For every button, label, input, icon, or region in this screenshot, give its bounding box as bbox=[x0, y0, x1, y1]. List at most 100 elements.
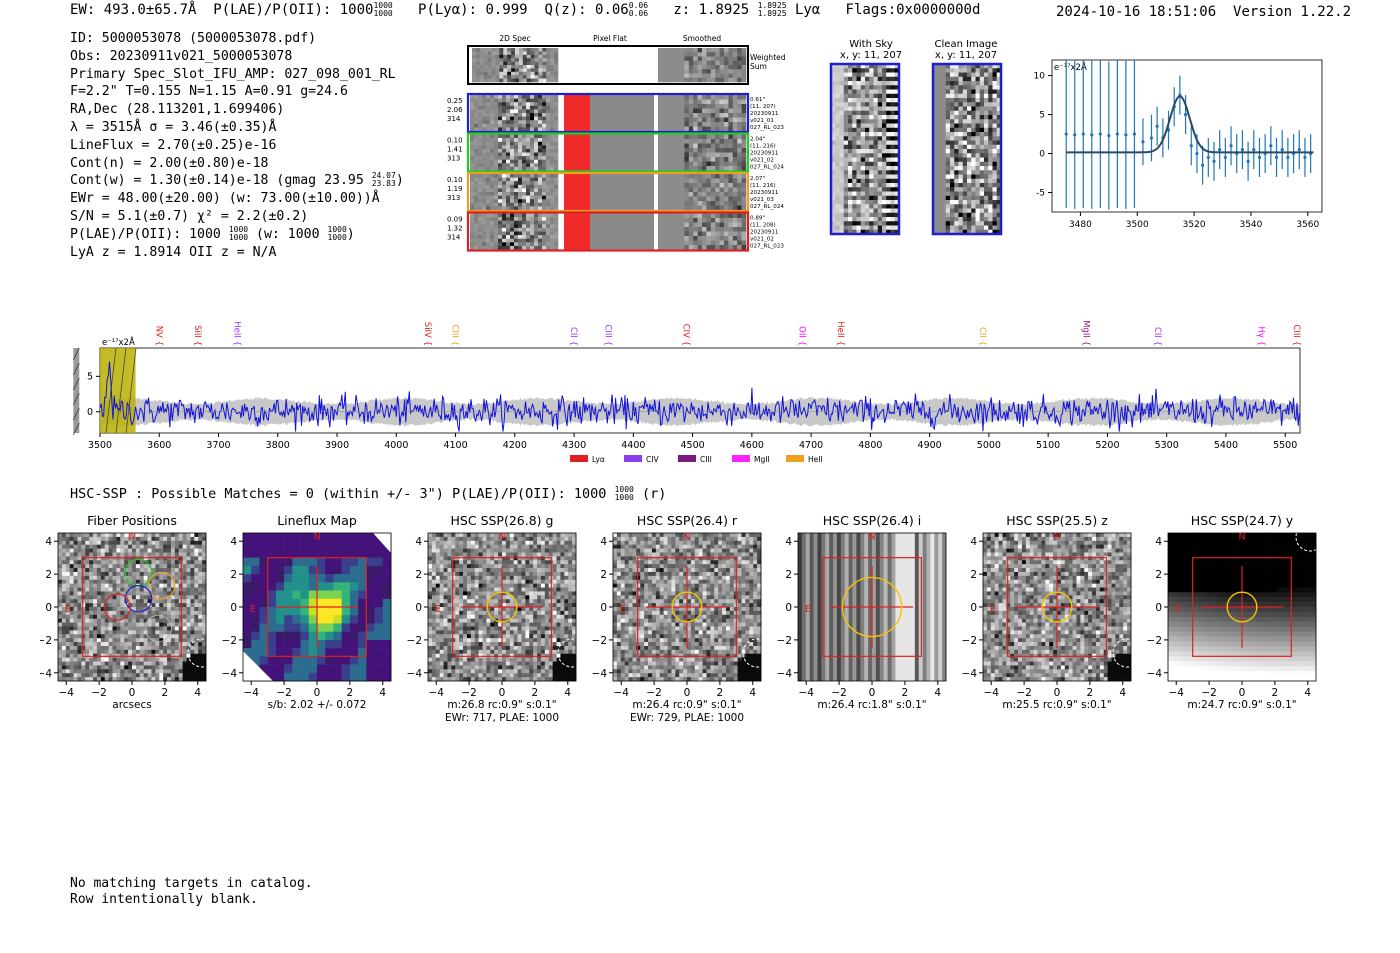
pixel bbox=[151, 603, 156, 608]
pixel bbox=[852, 153, 857, 158]
pixel bbox=[506, 156, 511, 160]
pixel bbox=[506, 95, 511, 99]
pixel bbox=[835, 123, 840, 129]
pixel bbox=[470, 181, 475, 186]
pixel bbox=[554, 199, 559, 204]
pixel bbox=[69, 653, 74, 658]
pixel bbox=[979, 68, 985, 73]
pixel bbox=[112, 575, 117, 581]
pixel bbox=[542, 206, 547, 211]
pixel bbox=[697, 143, 703, 149]
pixel bbox=[202, 610, 207, 616]
pixel bbox=[971, 149, 976, 154]
pixel bbox=[155, 614, 160, 619]
pixel bbox=[546, 75, 551, 79]
pixel bbox=[526, 141, 531, 146]
pixel bbox=[147, 544, 152, 549]
pixel bbox=[860, 119, 866, 124]
pixel bbox=[971, 102, 976, 107]
pixel bbox=[120, 583, 125, 588]
flux-pixel bbox=[259, 549, 268, 558]
pixel bbox=[992, 204, 998, 209]
pixel bbox=[546, 227, 551, 232]
pixel bbox=[697, 152, 703, 158]
pixel bbox=[546, 58, 551, 62]
pixel bbox=[671, 126, 676, 132]
flux-pixel bbox=[251, 541, 260, 550]
pixel bbox=[526, 192, 531, 196]
pixel bbox=[194, 665, 199, 670]
pixel bbox=[697, 192, 703, 197]
pixel bbox=[984, 221, 989, 226]
pixel bbox=[530, 166, 535, 171]
pixel bbox=[719, 166, 725, 171]
pixel bbox=[151, 665, 156, 670]
pixel bbox=[873, 149, 879, 154]
pixel bbox=[979, 208, 985, 214]
pixel bbox=[680, 201, 685, 206]
pixel bbox=[510, 206, 515, 211]
pixel bbox=[688, 161, 694, 167]
pixel bbox=[135, 533, 141, 538]
pixel bbox=[65, 587, 70, 592]
pixel bbox=[503, 78, 508, 83]
pixel bbox=[502, 102, 507, 107]
pixel bbox=[478, 224, 483, 229]
pixel bbox=[666, 73, 672, 79]
pixel bbox=[132, 564, 137, 569]
info-plae: P(LAE)/P(OII): 1000 1000 1000 (w: 1000 10… bbox=[70, 224, 355, 242]
pixel bbox=[967, 191, 972, 197]
pixel bbox=[996, 123, 1002, 129]
pixel bbox=[688, 126, 694, 132]
pixel bbox=[120, 622, 125, 627]
pixel bbox=[526, 242, 531, 247]
pixel bbox=[159, 661, 164, 666]
pixel bbox=[132, 622, 137, 627]
pixel bbox=[873, 204, 879, 209]
pixel bbox=[182, 587, 187, 592]
pixel bbox=[662, 187, 668, 193]
pixel bbox=[979, 178, 985, 184]
pixel bbox=[202, 657, 207, 662]
pixel bbox=[984, 140, 989, 146]
pixel bbox=[954, 72, 959, 78]
pixel bbox=[202, 568, 207, 573]
pixel bbox=[135, 610, 141, 616]
pixel bbox=[139, 673, 144, 678]
pixel bbox=[835, 208, 840, 214]
pixel bbox=[662, 117, 668, 123]
pixel bbox=[737, 134, 742, 140]
pixel bbox=[710, 196, 716, 202]
pixel bbox=[190, 638, 195, 643]
pixel bbox=[100, 533, 106, 538]
pixel bbox=[526, 120, 531, 125]
pixel bbox=[962, 119, 968, 124]
pixel bbox=[546, 51, 551, 56]
pixel bbox=[737, 213, 742, 219]
pixel bbox=[962, 140, 968, 146]
pixel bbox=[135, 599, 141, 604]
pixel bbox=[724, 122, 729, 127]
x-tick-label: 5000 bbox=[977, 440, 1001, 451]
pixel bbox=[984, 110, 989, 116]
pixel bbox=[737, 99, 742, 105]
pixel bbox=[710, 117, 716, 123]
pixel bbox=[831, 76, 836, 82]
pixel bbox=[534, 138, 539, 142]
pixel bbox=[979, 110, 985, 116]
pixel bbox=[73, 622, 78, 627]
pixel bbox=[77, 583, 82, 588]
pixel bbox=[984, 115, 989, 120]
pixel bbox=[159, 583, 164, 588]
pixel bbox=[737, 240, 742, 246]
pixel bbox=[124, 645, 129, 651]
pixel bbox=[732, 95, 738, 100]
pixel bbox=[96, 626, 102, 631]
pixel bbox=[894, 221, 900, 226]
pixel bbox=[81, 638, 86, 643]
pixel bbox=[486, 220, 491, 225]
pixel bbox=[680, 48, 685, 53]
pixel bbox=[474, 238, 479, 243]
pixel bbox=[128, 568, 133, 573]
pixel bbox=[128, 665, 133, 670]
